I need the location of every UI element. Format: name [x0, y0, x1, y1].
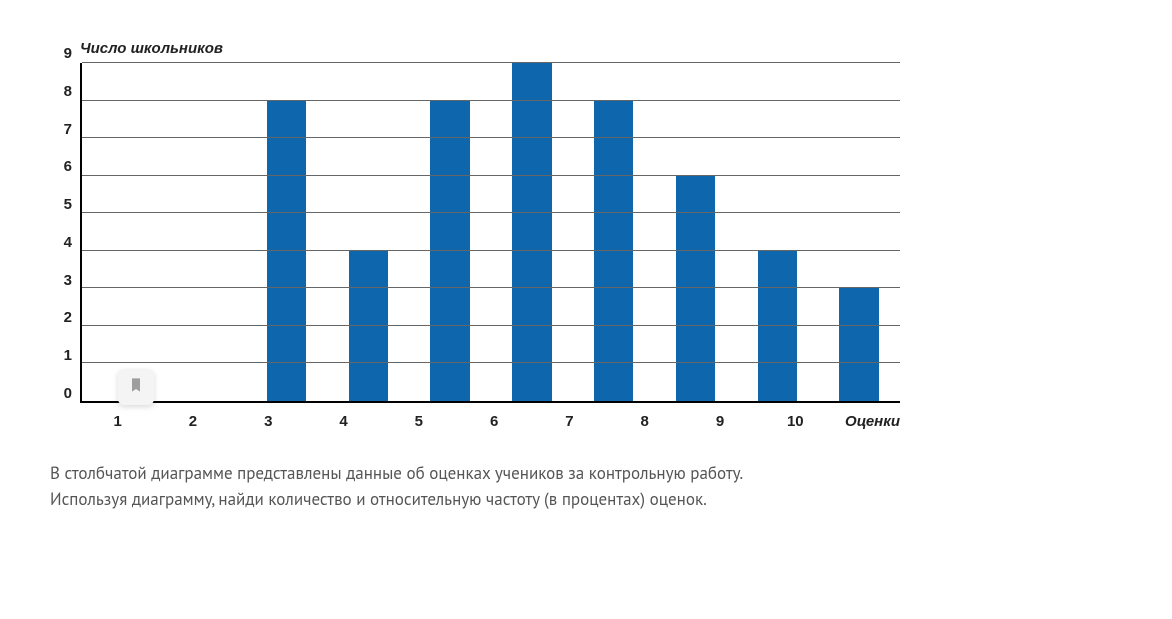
grid-line	[82, 287, 900, 288]
bookmark-button[interactable]	[118, 369, 154, 405]
grid-line	[82, 362, 900, 363]
grid-line	[82, 100, 900, 101]
x-tick-label: 6	[456, 413, 531, 430]
bar-slot	[491, 63, 573, 401]
x-tick-label: 1	[80, 413, 155, 430]
bar	[512, 63, 551, 401]
bar-slot	[327, 63, 409, 401]
bar	[839, 288, 878, 401]
grid-line	[82, 212, 900, 213]
x-tick-label: 8	[607, 413, 682, 430]
x-tick-label: 2	[155, 413, 230, 430]
bar	[267, 101, 306, 401]
grid-line	[82, 175, 900, 176]
bar-slot	[164, 63, 246, 401]
bar-slot	[818, 63, 900, 401]
caption-line-1: В столбчатой диаграмме представлены данн…	[50, 462, 743, 484]
x-tick-label: 3	[231, 413, 306, 430]
x-tick-label: 10	[758, 413, 833, 430]
bar	[349, 251, 388, 401]
x-axis-title: Оценки	[845, 413, 900, 430]
bar-slot	[409, 63, 491, 401]
caption: В столбчатой диаграмме представлены данн…	[50, 460, 1100, 513]
bar-slot	[246, 63, 328, 401]
x-tick-label: 7	[532, 413, 607, 430]
grid-line	[82, 325, 900, 326]
bar	[594, 101, 633, 401]
x-axis-labels: 12345678910	[80, 413, 833, 430]
bars-container	[82, 63, 900, 401]
bar-chart: Число школьников 0123456789 12345678910 …	[50, 40, 900, 430]
bar	[758, 251, 797, 401]
y-axis: 0123456789	[50, 63, 80, 403]
bar	[430, 101, 469, 401]
grid-line	[82, 250, 900, 251]
x-tick-label: 9	[682, 413, 757, 430]
caption-line-2: Используя диаграмму, найди количество и …	[50, 488, 707, 510]
y-axis-title: Число школьников	[80, 40, 900, 57]
x-tick-label: 4	[306, 413, 381, 430]
bar-slot	[655, 63, 737, 401]
bar-slot	[736, 63, 818, 401]
bar-slot	[82, 63, 164, 401]
bookmark-icon	[128, 376, 144, 399]
x-tick-label: 5	[381, 413, 456, 430]
grid-line	[82, 137, 900, 138]
plot-area	[80, 63, 900, 403]
grid-line	[82, 62, 900, 63]
bar-slot	[573, 63, 655, 401]
